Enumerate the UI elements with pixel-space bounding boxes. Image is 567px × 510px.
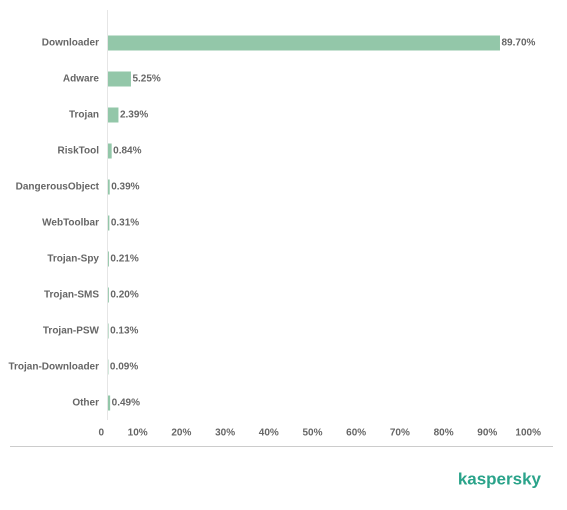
y-tick-label: Adware [63, 74, 100, 85]
value-label: 0.21% [110, 254, 138, 265]
x-tick-label: 50% [302, 428, 322, 439]
y-tick-label: Other [72, 398, 99, 409]
bar [108, 180, 110, 195]
value-label: 0.09% [110, 362, 138, 373]
value-label: 2.39% [120, 110, 148, 121]
x-tick-label: 80% [434, 428, 454, 439]
bar [108, 72, 131, 87]
y-tick-label: Trojan-PSW [43, 326, 100, 337]
x-tick-label: 30% [215, 428, 235, 439]
value-label: 0.39% [111, 182, 139, 193]
x-tick-label: 40% [259, 428, 279, 439]
value-label: 0.13% [110, 326, 138, 337]
y-tick-label: Trojan [69, 110, 99, 121]
y-tick-label: Downloader [42, 38, 99, 49]
bar [108, 288, 109, 303]
y-tick-label: Trojan-Downloader [8, 362, 99, 373]
bar [108, 216, 109, 231]
y-tick-label: Trojan-SMS [44, 290, 99, 301]
value-label: 89.70% [501, 38, 535, 49]
y-tick-label: Trojan-Spy [47, 254, 99, 265]
value-label: 0.84% [113, 146, 141, 157]
y-tick-label: WebToolbar [42, 218, 99, 229]
y-tick-label: RiskTool [58, 146, 100, 157]
x-tick-label: 10% [128, 428, 148, 439]
y-tick-label: DangerousObject [16, 182, 100, 193]
x-tick-label: 90% [477, 428, 497, 439]
value-label: 0.31% [111, 218, 139, 229]
bar [108, 324, 109, 339]
x-tick-label: 20% [171, 428, 191, 439]
bar [108, 396, 110, 411]
x-tick-label: 70% [390, 428, 410, 439]
logo: kaspersky [458, 469, 542, 488]
value-label: 0.20% [110, 290, 138, 301]
bar [108, 252, 109, 267]
value-label: 5.25% [132, 74, 160, 85]
bar [108, 108, 118, 123]
bar [108, 144, 112, 159]
x-tick-label: 0 [98, 428, 104, 439]
bar [108, 36, 500, 51]
x-tick-label: 100% [515, 428, 541, 439]
x-tick-label: 60% [346, 428, 366, 439]
value-label: 0.49% [112, 398, 140, 409]
